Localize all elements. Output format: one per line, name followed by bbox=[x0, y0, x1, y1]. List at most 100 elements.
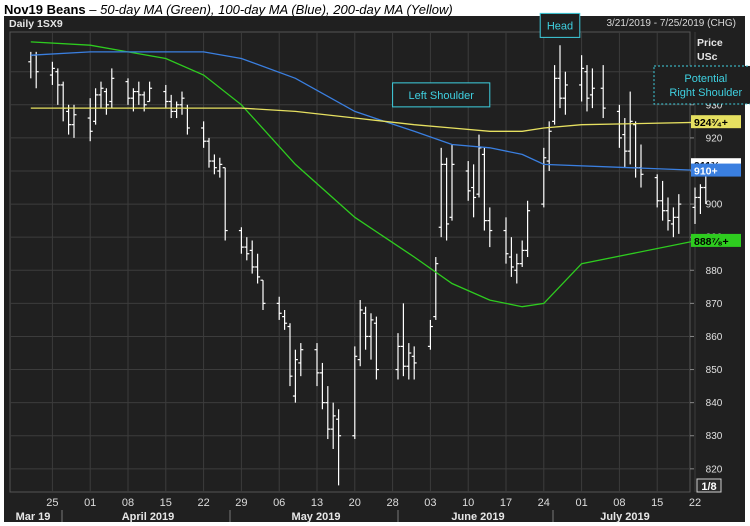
price-tag-bg bbox=[691, 115, 741, 129]
annotation-box bbox=[539, 12, 581, 38]
price-tag-label: 924³⁄₄+ bbox=[694, 117, 728, 129]
ohlc-bar bbox=[676, 194, 682, 234]
ohlc-bar bbox=[249, 240, 255, 274]
annotation-box bbox=[392, 82, 491, 108]
ohlc-bar bbox=[244, 237, 250, 261]
ohlc-bar bbox=[292, 349, 298, 403]
annotation-box bbox=[653, 65, 750, 105]
ohlc-bar bbox=[433, 257, 439, 320]
x-tick-label: 29 bbox=[235, 497, 247, 509]
ohlc-bar bbox=[287, 323, 293, 387]
ohlc-bar bbox=[546, 121, 552, 171]
ohlc-bar bbox=[55, 68, 61, 105]
scale-button[interactable]: 1/8 bbox=[696, 478, 722, 493]
ohlc-bar bbox=[579, 55, 585, 102]
ohlc-bar bbox=[373, 316, 379, 380]
y-tick-label: 920 bbox=[706, 133, 723, 144]
ohlc-bar bbox=[670, 207, 676, 238]
month-label: June 2019 bbox=[451, 511, 504, 523]
month-label: April 2019 bbox=[122, 511, 175, 523]
ohlc-bar bbox=[562, 71, 568, 115]
month-label: Mar 19 bbox=[16, 511, 51, 523]
x-tick-label: 08 bbox=[613, 497, 625, 509]
x-tick-label: 28 bbox=[386, 497, 398, 509]
scale-button-label: 1/8 bbox=[701, 481, 716, 493]
ohlc-bar bbox=[352, 346, 358, 440]
ohlc-bar bbox=[109, 68, 115, 109]
y-tick-label: 830 bbox=[706, 431, 723, 442]
ohlc-bar bbox=[260, 279, 266, 310]
ohlc-bar bbox=[206, 137, 212, 168]
price-tag-bg bbox=[691, 233, 741, 247]
ohlc-bar bbox=[147, 81, 153, 103]
x-tick-label: 15 bbox=[651, 497, 663, 509]
x-tick-label: 10 bbox=[462, 497, 474, 509]
y-axis-label: Price bbox=[697, 37, 723, 49]
y-axis-label: USc bbox=[697, 51, 718, 63]
x-tick-label: 17 bbox=[500, 497, 512, 509]
ohlc-bar bbox=[357, 300, 363, 367]
ohlc-bar bbox=[438, 147, 444, 238]
y-tick-label: 840 bbox=[706, 398, 723, 409]
series-label: Daily 1SX9 bbox=[9, 18, 63, 30]
price-tag: 924³⁄₄+ bbox=[691, 115, 741, 129]
y-tick-label: 850 bbox=[706, 365, 723, 376]
ma50-line bbox=[30, 41, 706, 308]
annotation-label: Head bbox=[547, 20, 573, 32]
x-tick-label: 03 bbox=[424, 497, 436, 509]
ohlc-bar bbox=[103, 88, 109, 115]
x-tick-label: 22 bbox=[197, 497, 209, 509]
ohlc-bar bbox=[98, 81, 104, 109]
ohlc-bar bbox=[508, 237, 514, 277]
y-tick-label: 820 bbox=[706, 464, 723, 475]
price-tag: 888⁷⁄₈+ bbox=[691, 233, 741, 248]
ohlc-bar bbox=[600, 65, 606, 119]
ohlc-bar bbox=[471, 164, 477, 218]
ohlc-bar bbox=[125, 78, 131, 105]
x-tick-label: 20 bbox=[349, 497, 361, 509]
ohlc-bar bbox=[201, 121, 207, 148]
ohlc-bar bbox=[319, 362, 325, 410]
contract-name: Nov19 Beans bbox=[4, 2, 86, 17]
ohlc-bar bbox=[255, 253, 261, 284]
ohlc-bar bbox=[174, 101, 180, 119]
ohlc-bar bbox=[465, 161, 471, 201]
ohlc-bar bbox=[298, 343, 304, 377]
annotation-label: Right Shoulder bbox=[669, 87, 742, 99]
pattern-annotation: Potential Right Shoulder bbox=[653, 65, 750, 105]
x-tick-label: 15 bbox=[160, 497, 172, 509]
ohlc-bar bbox=[314, 343, 320, 387]
pattern-annotation: Head bbox=[539, 12, 581, 38]
ohlc-bar bbox=[552, 65, 558, 125]
scale-button-frame bbox=[696, 478, 722, 493]
ohlc-bar bbox=[503, 217, 509, 264]
x-tick-label: 25 bbox=[46, 497, 58, 509]
ohlc-bar bbox=[325, 386, 331, 440]
x-tick-label: 22 bbox=[689, 497, 701, 509]
ohlc-bar bbox=[692, 187, 698, 224]
x-tick-label: 13 bbox=[311, 497, 323, 509]
x-tick-label: 24 bbox=[538, 497, 550, 509]
x-tick-label: 08 bbox=[122, 497, 134, 509]
annotation-label: Potential bbox=[684, 73, 727, 85]
ohlc-bar bbox=[363, 306, 369, 350]
ohlc-bar bbox=[541, 147, 547, 208]
ohlc-bar bbox=[49, 61, 55, 85]
ohlc-bar bbox=[622, 118, 628, 168]
ma200-line bbox=[30, 107, 706, 132]
ohlc-bar bbox=[336, 409, 342, 486]
annotation-label: Left Shoulder bbox=[408, 90, 474, 102]
y-tick-label: 930 bbox=[706, 100, 723, 111]
ohlc-bar bbox=[217, 157, 223, 178]
moving-average-legend: 50-day MA (Green), 100-day MA (Blue), 20… bbox=[100, 2, 453, 17]
x-tick-label: 01 bbox=[575, 497, 587, 509]
ohlc-bar bbox=[282, 309, 288, 330]
price-tag-bg bbox=[691, 163, 741, 177]
ohlc-bar bbox=[449, 144, 455, 221]
ohlc-bar bbox=[584, 65, 590, 112]
ohlc-bars bbox=[28, 45, 709, 486]
y-tick-label: 900 bbox=[706, 200, 723, 211]
price-tag-label: 888⁷⁄₈+ bbox=[694, 236, 729, 248]
price-tag-label: 910+ bbox=[694, 166, 718, 178]
